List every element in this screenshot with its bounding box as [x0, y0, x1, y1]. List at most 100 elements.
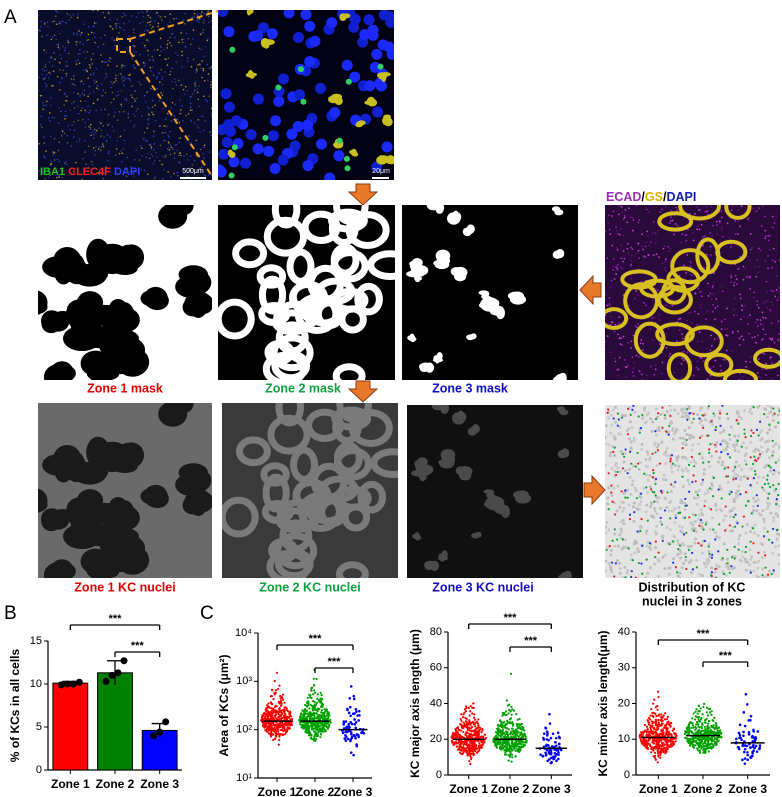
- speck: [659, 319, 661, 321]
- speck: [630, 254, 633, 257]
- speck: [105, 139, 108, 142]
- swarm-dot: [313, 722, 316, 725]
- swarm-dot: [267, 726, 271, 729]
- ring: [261, 500, 294, 525]
- speck: [699, 357, 702, 359]
- speck: [669, 517, 672, 520]
- speck: [61, 176, 63, 179]
- speck: [618, 571, 622, 575]
- speck: [341, 59, 353, 71]
- speck: [721, 235, 724, 238]
- speck: [77, 59, 79, 61]
- speck: [605, 230, 607, 233]
- speck: [131, 105, 133, 107]
- speck: [766, 448, 770, 452]
- speck: [87, 77, 89, 79]
- speck: [201, 11, 203, 13]
- speck: [682, 533, 686, 536]
- speck: [711, 286, 714, 289]
- ring: [328, 211, 359, 246]
- swarm-dot: [316, 732, 319, 735]
- speck: [680, 566, 684, 570]
- image-bg: [402, 205, 578, 380]
- speck: [173, 78, 176, 80]
- speck: [54, 58, 56, 60]
- speck: [175, 84, 178, 86]
- speck: [90, 123, 92, 126]
- speck: [643, 406, 647, 410]
- speck: [710, 205, 712, 208]
- speck: [82, 23, 85, 26]
- speck: [734, 297, 737, 300]
- speck: [721, 405, 724, 407]
- speck: [756, 318, 759, 321]
- speck: [613, 544, 617, 548]
- speck: [762, 550, 766, 554]
- speck: [680, 456, 684, 460]
- swarm-dot: [313, 689, 316, 692]
- speck: [674, 223, 677, 225]
- speck: [739, 493, 742, 496]
- swarm-dot: [323, 711, 326, 714]
- speck: [679, 318, 682, 321]
- blob: [342, 13, 351, 19]
- speck: [641, 415, 645, 419]
- speck: [61, 172, 64, 175]
- speck: [188, 167, 190, 170]
- swarm-dot: [462, 713, 465, 716]
- speck: [769, 338, 772, 340]
- speck: [721, 460, 725, 464]
- speck: [776, 532, 780, 536]
- speck: [651, 490, 654, 493]
- micrograph: [38, 205, 212, 380]
- speck: [694, 514, 697, 517]
- speck: [738, 337, 741, 340]
- speck: [689, 545, 693, 549]
- speck: [144, 169, 146, 172]
- speck: [649, 328, 652, 330]
- swarm-dot: [457, 740, 461, 743]
- speck: [605, 569, 607, 573]
- speck: [728, 524, 731, 527]
- speck: [631, 408, 634, 411]
- speck: [177, 79, 180, 82]
- speck: [691, 551, 694, 554]
- speck: [663, 260, 666, 263]
- speck: [200, 115, 203, 117]
- speck: [768, 485, 772, 489]
- speck: [187, 113, 190, 115]
- speck: [720, 463, 724, 467]
- swarm-dot: [473, 740, 476, 744]
- speck: [767, 538, 771, 541]
- speck: [632, 367, 635, 370]
- speck: [645, 473, 649, 477]
- speck: [102, 177, 105, 180]
- speck: [210, 134, 212, 137]
- speck: [757, 512, 761, 516]
- speck: [113, 39, 115, 41]
- speck: [685, 504, 688, 507]
- swarm-dot: [456, 745, 459, 748]
- speck: [125, 99, 128, 102]
- speck: [92, 52, 94, 55]
- speck: [697, 513, 701, 517]
- speck: [771, 541, 774, 544]
- speck: [614, 420, 618, 424]
- speck: [668, 222, 671, 225]
- swarm-dot: [278, 718, 281, 721]
- swarm-dot: [270, 711, 273, 715]
- speck: [632, 405, 635, 408]
- swarm-dot: [268, 714, 271, 717]
- swarm-dot: [310, 721, 313, 725]
- speck: [617, 432, 621, 436]
- swarm-dot: [344, 735, 348, 739]
- speck: [372, 106, 384, 118]
- speck: [764, 333, 767, 336]
- speck: [613, 330, 616, 333]
- blob: [460, 470, 471, 477]
- speck: [668, 405, 672, 407]
- ring: [335, 561, 369, 578]
- speck: [83, 89, 86, 92]
- speck: [692, 417, 695, 421]
- speck: [58, 107, 60, 109]
